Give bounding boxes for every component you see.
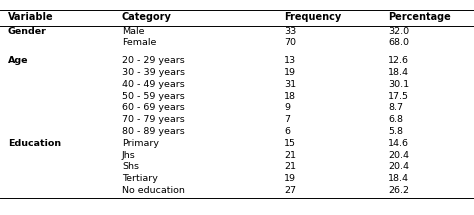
Text: 60 - 69 years: 60 - 69 years (122, 103, 185, 112)
Text: 68.0: 68.0 (388, 38, 409, 48)
Text: 70 - 79 years: 70 - 79 years (122, 115, 185, 124)
Text: 21: 21 (284, 151, 296, 160)
Text: Female: Female (122, 38, 156, 48)
Text: 18.4: 18.4 (388, 68, 409, 77)
Text: Primary: Primary (122, 139, 159, 148)
Text: 15: 15 (284, 139, 296, 148)
Text: 20 - 29 years: 20 - 29 years (122, 56, 185, 65)
Text: 7: 7 (284, 115, 290, 124)
Text: 31: 31 (284, 80, 296, 89)
Text: 9: 9 (284, 103, 290, 112)
Text: 30 - 39 years: 30 - 39 years (122, 68, 185, 77)
Text: 6: 6 (284, 127, 290, 136)
Text: 19: 19 (284, 174, 296, 183)
Text: 20.4: 20.4 (388, 151, 409, 160)
Text: 33: 33 (284, 27, 296, 36)
Text: 18: 18 (284, 92, 296, 101)
Text: 13: 13 (284, 56, 296, 65)
Text: Gender: Gender (8, 27, 47, 36)
Text: 8.7: 8.7 (388, 103, 403, 112)
Text: 12.6: 12.6 (388, 56, 409, 65)
Text: Tertiary: Tertiary (122, 174, 158, 183)
Text: 21: 21 (284, 163, 296, 172)
Text: 19: 19 (284, 68, 296, 77)
Text: 26.2: 26.2 (388, 186, 409, 195)
Text: 27: 27 (284, 186, 296, 195)
Text: 30.1: 30.1 (388, 80, 409, 89)
Text: 32.0: 32.0 (388, 27, 409, 36)
Text: Jhs: Jhs (122, 151, 136, 160)
Text: Shs: Shs (122, 163, 139, 172)
Text: Male: Male (122, 27, 145, 36)
Text: 14.6: 14.6 (388, 139, 409, 148)
Text: 50 - 59 years: 50 - 59 years (122, 92, 185, 101)
Text: 80 - 89 years: 80 - 89 years (122, 127, 185, 136)
Text: Education: Education (8, 139, 61, 148)
Text: 70: 70 (284, 38, 296, 48)
Text: 40 - 49 years: 40 - 49 years (122, 80, 185, 89)
Text: No education: No education (122, 186, 185, 195)
Text: 17.5: 17.5 (388, 92, 409, 101)
Text: Frequency: Frequency (284, 12, 341, 22)
Text: 5.8: 5.8 (388, 127, 403, 136)
Text: 6.8: 6.8 (388, 115, 403, 124)
Text: Category: Category (122, 12, 172, 22)
Text: 20.4: 20.4 (388, 163, 409, 172)
Text: Age: Age (8, 56, 28, 65)
Text: Percentage: Percentage (388, 12, 451, 22)
Text: Variable: Variable (8, 12, 54, 22)
Text: 18.4: 18.4 (388, 174, 409, 183)
